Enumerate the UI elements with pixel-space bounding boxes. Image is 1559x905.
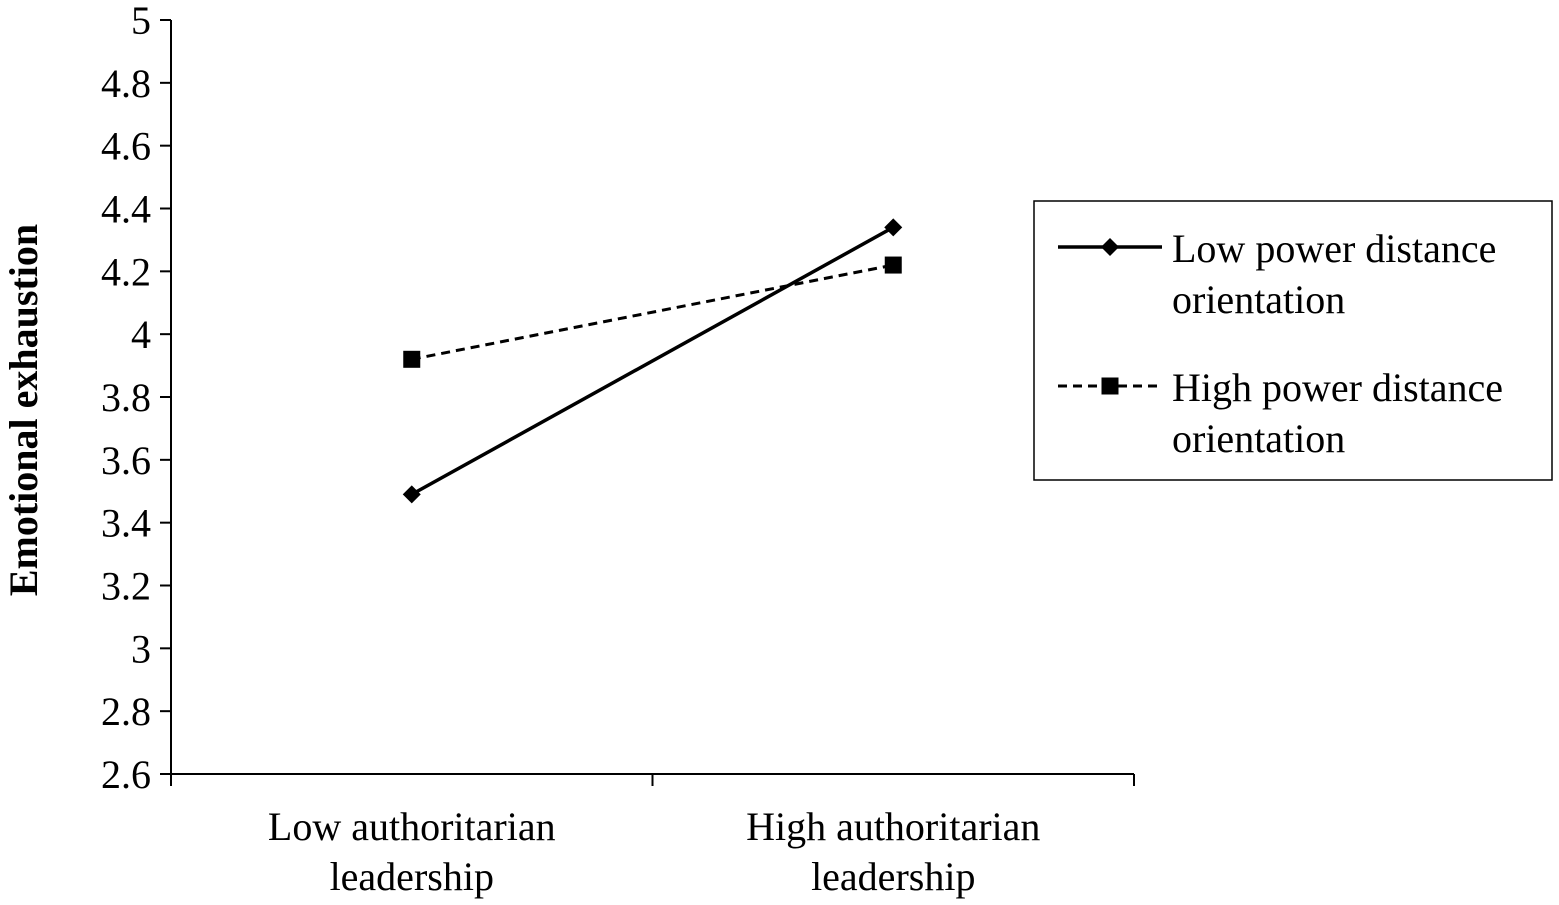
data-point (402, 485, 421, 504)
series-line (410, 225, 895, 496)
y-tick-label: 2.6 (101, 752, 151, 797)
data-point (884, 256, 902, 274)
y-tick-label: 5 (131, 0, 151, 43)
y-tick-label: 3.4 (101, 501, 151, 546)
y-axis: 2.6 2.8 3 3.2 3.4 3.6 3.8 4 4.2 4.4 4.6 4.8 5 (101, 0, 172, 797)
y-tick-label: 3.8 (101, 375, 151, 420)
x-tick-label: leadership (330, 854, 494, 899)
x-tick-label: Low authoritarian (268, 804, 556, 849)
y-tick-label: 2.8 (101, 689, 151, 734)
data-point (403, 350, 421, 368)
legend-swatch-marker (1101, 377, 1119, 395)
y-tick-label: 3.6 (101, 438, 151, 483)
legend-swatch-marker (1101, 238, 1119, 256)
y-tick-label: 3 (131, 626, 151, 671)
legend-label: High power distance (1172, 365, 1503, 410)
y-tick-label: 3.2 (101, 564, 151, 609)
y-tick-label: 4.6 (101, 124, 151, 169)
series-2 (403, 256, 902, 368)
legend-label: orientation (1172, 277, 1345, 322)
series-line (411, 263, 894, 361)
data-point (884, 218, 903, 237)
x-tick-label: High authoritarian (746, 804, 1040, 849)
y-tick-label: 4.4 (101, 187, 151, 232)
y-axis-title: Emotional exhaustion (1, 224, 46, 596)
x-tick-label: leadership (811, 854, 975, 899)
series-1 (402, 218, 903, 504)
legend-label: Low power distance (1172, 226, 1496, 271)
y-tick-label: 4.2 (101, 249, 151, 294)
legend-item: High power distance orientation (1058, 365, 1503, 461)
legend-item: Low power distance orientation (1058, 226, 1496, 322)
legend-label: orientation (1172, 416, 1345, 461)
y-tick-label: 4 (131, 312, 151, 357)
series-layer (402, 218, 903, 504)
x-axis: Low authoritarian leadership High authorit… (170, 773, 1135, 899)
y-tick-label: 4.8 (101, 61, 151, 106)
